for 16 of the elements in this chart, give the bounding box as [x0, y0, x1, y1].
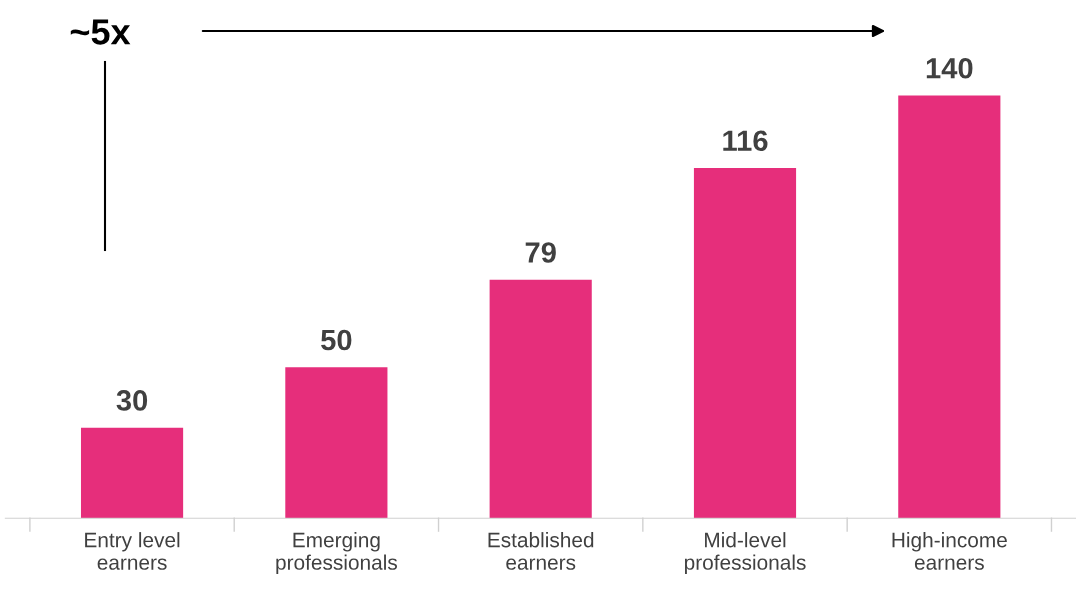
- data-label: 140: [926, 57, 973, 79]
- x-tick-label: Mid-level professionals: [684, 532, 806, 574]
- bar: [80, 427, 184, 519]
- x-tick-label: High-income earners: [892, 532, 1007, 570]
- bar: [898, 95, 1001, 519]
- text: ~5x: [70, 19, 131, 45]
- x-tick-label: Emerging professionals: [276, 532, 397, 574]
- x-tick-label: Established earners: [488, 532, 594, 570]
- x-tick-label: Entry level earners: [85, 532, 180, 570]
- data-label: 50: [321, 329, 352, 351]
- data-label: 116: [723, 130, 768, 152]
- bar: [693, 167, 797, 519]
- bar: [489, 279, 592, 519]
- data-label: 30: [116, 390, 148, 411]
- data-label: 79: [525, 242, 556, 263]
- bar: [285, 367, 388, 519]
